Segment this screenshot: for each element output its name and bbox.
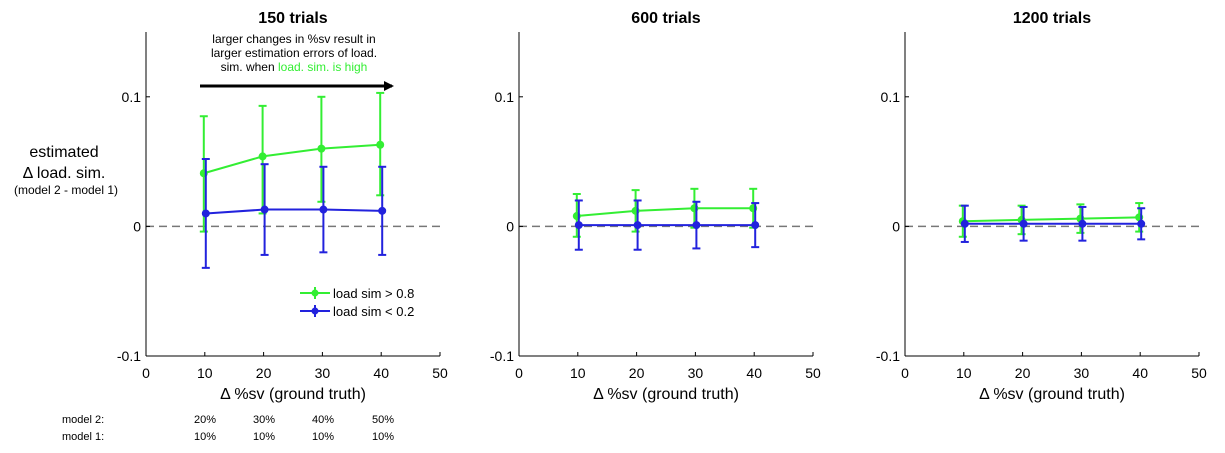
series-line	[205, 208, 383, 215]
model-2-value: 50%	[372, 414, 394, 426]
x-tick-label: 50	[432, 365, 448, 381]
chart-panels: 150 trials-0.100.10 10 20 30 40 50Δ %sv (grou…	[117, 10, 1207, 403]
y-tick-label: 0.1	[495, 89, 515, 105]
x-tick-label: 0	[901, 365, 909, 381]
y-label-line1: estimated	[29, 144, 98, 161]
model-1-value: 10%	[194, 431, 216, 443]
x-tick-label: 50	[805, 365, 821, 381]
x-tick-label: 10	[197, 365, 213, 381]
x-tick-label: 20	[256, 365, 272, 381]
x-tick-label: 10	[956, 365, 972, 381]
y-tick-label: -0.1	[876, 348, 900, 364]
model-1-value: 10%	[253, 431, 275, 443]
model-1-value: 10%	[372, 431, 394, 443]
x-tick-label: 40	[1132, 365, 1148, 381]
chart-title: 1200 trials	[1013, 10, 1091, 27]
x-tick-label: 20	[629, 365, 645, 381]
annotation-line1: larger changes in %sv result in	[212, 32, 375, 46]
data-point	[692, 221, 701, 230]
data-point	[258, 152, 267, 161]
y-tick-label: -0.1	[117, 348, 141, 364]
annotation: larger changes in %sv result in larger e…	[200, 32, 394, 91]
series-line	[203, 143, 381, 175]
y-tick-label: 0.1	[881, 89, 901, 105]
data-point	[1078, 219, 1087, 228]
y-axis-label: estimated Δ load. sim. (model 2 - model …	[14, 144, 118, 197]
y-tick-label: 0	[892, 218, 900, 234]
annotation-line2: larger estimation errors of load.	[211, 46, 377, 60]
annotation-line3-prefix: sim. when	[221, 60, 278, 74]
legend: load sim > 0.8 load sim < 0.2	[300, 286, 414, 319]
data-point	[574, 221, 583, 230]
x-tick-label: 10	[570, 365, 586, 381]
x-tick-label: 30	[1074, 365, 1090, 381]
x-tick-label: 20	[1015, 365, 1031, 381]
model-2-value: 20%	[194, 414, 216, 426]
x-axis-label: Δ %sv (ground truth)	[220, 386, 366, 403]
data-point	[260, 205, 269, 214]
data-point	[319, 205, 328, 214]
model-2-value: 40%	[312, 414, 334, 426]
x-tick-label: 30	[315, 365, 331, 381]
series-line	[962, 216, 1140, 223]
chart-panel: 150 trials-0.100.10 10 20 30 40 50Δ %sv (grou…	[117, 10, 448, 403]
legend-marker	[311, 307, 319, 315]
series-line	[576, 207, 754, 218]
chart-panel: 600 trials-0.100.10 10 20 30 40 50Δ %sv (grou…	[490, 10, 821, 403]
legend-label: load sim > 0.8	[333, 286, 414, 301]
data-point	[378, 206, 387, 215]
x-tick-label: 0	[515, 365, 523, 381]
chart-title: 150 trials	[258, 10, 327, 27]
model-1-value: 10%	[312, 431, 334, 443]
data-point	[960, 219, 969, 228]
annotation-highlight: load. sim. is high	[278, 60, 367, 74]
y-tick-label: 0	[133, 218, 141, 234]
y-tick-label: 0	[506, 218, 514, 234]
data-point	[633, 221, 642, 230]
x-axis-label: Δ %sv (ground truth)	[593, 386, 739, 403]
x-axis-label: Δ %sv (ground truth)	[979, 386, 1125, 403]
data-point	[317, 144, 326, 153]
data-point	[751, 221, 760, 230]
chart-title: 600 trials	[631, 10, 700, 27]
y-tick-label: 0.1	[122, 89, 142, 105]
y-label-line3: (model 2 - model 1)	[14, 183, 118, 197]
y-label-line2: Δ load. sim.	[23, 165, 106, 182]
chart-panel: 1200 trials-0.100.10 10 20 30 40 50Δ %sv (gro…	[876, 10, 1207, 403]
model-1-label: model 1:	[62, 431, 104, 443]
model-table: model 2: 20% 30% 40% 50% model 1: 10% 10…	[62, 414, 394, 443]
legend-marker	[311, 289, 319, 297]
data-point	[376, 140, 385, 149]
legend-label: load sim < 0.2	[333, 304, 414, 319]
x-tick-label: 30	[688, 365, 704, 381]
x-tick-label: 40	[746, 365, 762, 381]
annotation-line3: sim. when load. sim. is high	[221, 60, 368, 74]
model-2-label: model 2:	[62, 414, 104, 426]
data-point	[1137, 219, 1146, 228]
x-tick-label: 40	[373, 365, 389, 381]
x-tick-label: 50	[1191, 365, 1207, 381]
x-tick-label: 0	[142, 365, 150, 381]
data-point	[1019, 219, 1028, 228]
y-tick-label: -0.1	[490, 348, 514, 364]
data-point	[201, 209, 210, 218]
model-2-value: 30%	[253, 414, 275, 426]
